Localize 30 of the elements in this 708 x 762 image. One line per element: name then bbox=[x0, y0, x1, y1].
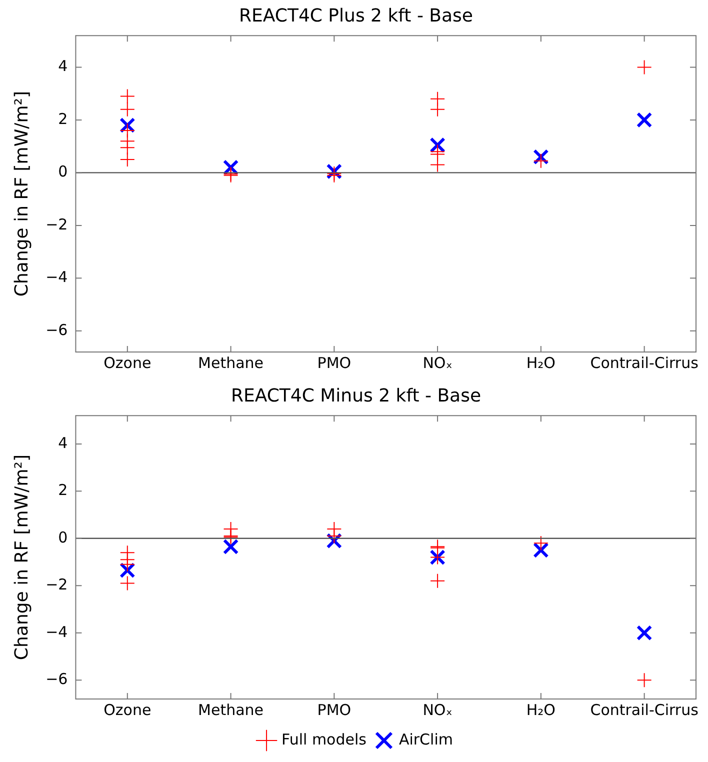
y-tick-label: 0 bbox=[58, 162, 68, 181]
legend-label: AirClim bbox=[398, 730, 453, 748]
x-tick-label: NOₓ bbox=[422, 354, 452, 372]
y-tick-label: 2 bbox=[58, 110, 68, 128]
x-tick-label: Ozone bbox=[104, 354, 152, 372]
x-tick-label: PMO bbox=[317, 354, 352, 372]
x-tick-label: PMO bbox=[317, 700, 352, 719]
x-tick-label: NOₓ bbox=[422, 700, 452, 719]
legend-label: Full models bbox=[282, 730, 367, 748]
y-tick-label: −2 bbox=[46, 215, 68, 234]
x-tick-label: Methane bbox=[198, 700, 264, 719]
x-tick-label: H₂O bbox=[526, 354, 556, 372]
x-tick-label: Ozone bbox=[104, 700, 152, 719]
x-tick-label: Contrail-Cirrus bbox=[590, 700, 699, 719]
y-tick-label: −6 bbox=[46, 320, 68, 339]
y-tick-label: 0 bbox=[58, 528, 68, 546]
x-tick-label: Contrail-Cirrus bbox=[590, 354, 699, 372]
y-tick-label: −4 bbox=[46, 268, 68, 286]
chart-title: REACT4C Plus 2 kft - Base bbox=[239, 5, 473, 26]
chart-title: REACT4C Minus 2 kft - Base bbox=[230, 385, 482, 406]
y-tick-label: −6 bbox=[46, 670, 68, 688]
x-tick-label: H₂O bbox=[526, 700, 556, 719]
y-axis-title: Change in RF [mW/m²] bbox=[11, 454, 32, 660]
y-tick-label: −2 bbox=[46, 576, 68, 594]
x-tick-label: Methane bbox=[198, 354, 264, 372]
y-tick-label: −4 bbox=[46, 622, 68, 641]
y-tick-label: 2 bbox=[58, 481, 68, 500]
y-axis-title: Change in RF [mW/m²] bbox=[11, 91, 32, 297]
y-tick-label: 4 bbox=[58, 57, 68, 76]
y-tick-label: 4 bbox=[58, 434, 68, 452]
